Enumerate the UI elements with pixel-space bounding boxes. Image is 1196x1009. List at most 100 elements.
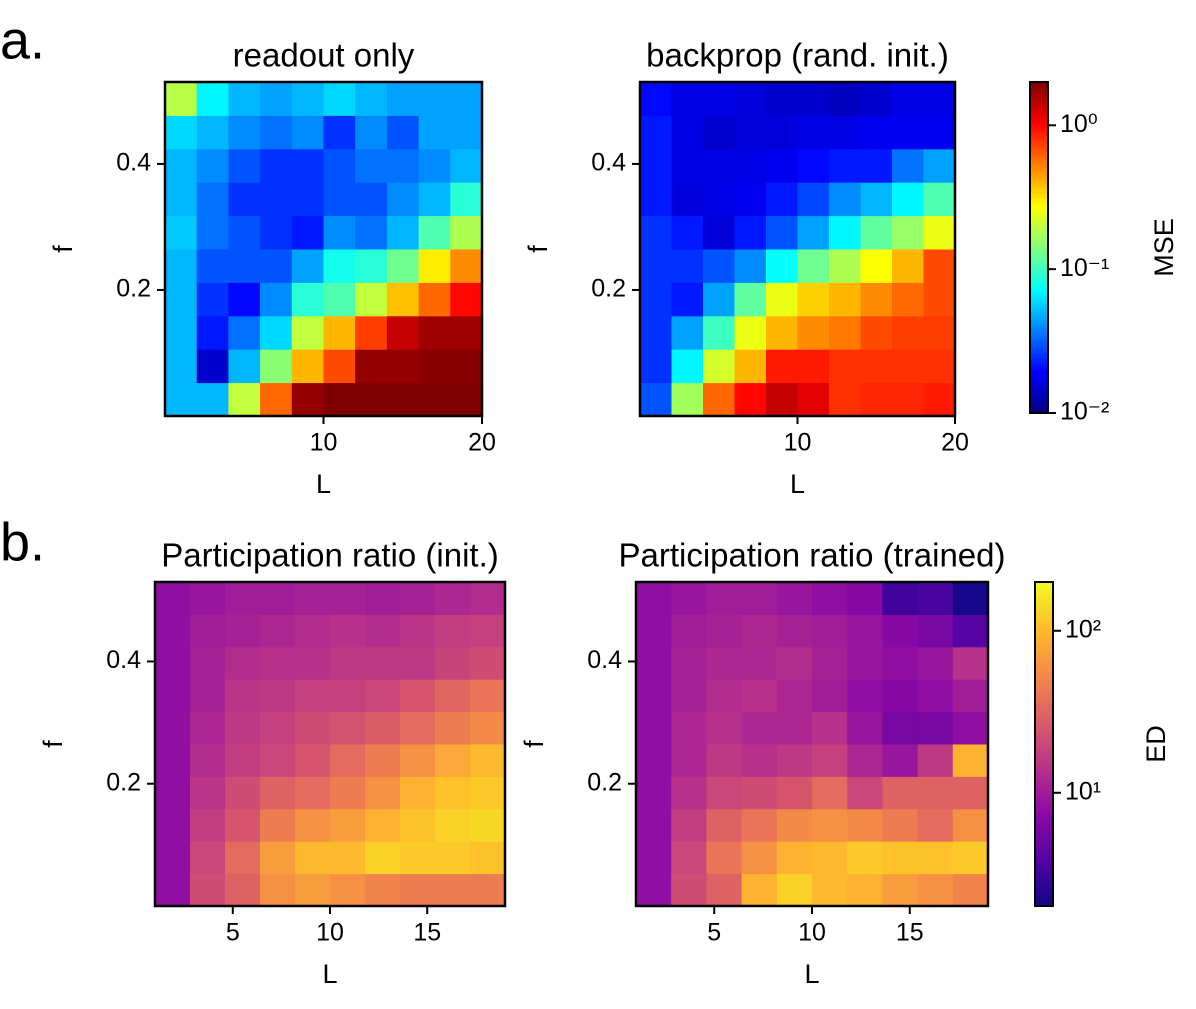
colorbar-segment	[1030, 288, 1048, 293]
colorbar-segment	[1035, 873, 1053, 877]
heatmap-cell	[470, 711, 506, 745]
heatmap-cell	[636, 808, 672, 842]
heatmap-cell	[295, 614, 331, 648]
colorbar-segment	[1035, 598, 1053, 602]
y-tick-label: 0.2	[587, 768, 622, 796]
heatmap-cell	[892, 349, 924, 384]
colorbar-segment	[1030, 269, 1048, 273]
heatmap-cell	[355, 115, 388, 150]
colorbar-segment	[1030, 186, 1048, 191]
heatmap-cell	[952, 711, 989, 745]
colorbar-segment	[1035, 708, 1053, 713]
colorbar-segment	[1035, 711, 1053, 715]
colorbar-segment	[1030, 341, 1048, 345]
heatmap-cell	[636, 841, 672, 875]
colorbar-segment	[1035, 825, 1053, 829]
colorbar-segment	[1030, 153, 1048, 158]
heatmap-cell	[952, 582, 989, 615]
y-axis-label: f	[519, 740, 549, 748]
colorbar-segment	[1035, 881, 1053, 885]
heatmap-cell	[797, 349, 830, 384]
heatmap-cell	[400, 873, 436, 907]
heatmap-cell	[418, 115, 451, 150]
heatmap-cell	[196, 148, 229, 183]
heatmap-cell	[829, 182, 861, 217]
heatmap-cell	[450, 82, 483, 116]
colorbar-segment	[1030, 128, 1048, 133]
heatmap-cell	[196, 382, 229, 417]
heatmap-cell	[829, 215, 861, 250]
colorbar-segment	[1035, 822, 1053, 826]
colorbar-segment	[1030, 134, 1048, 138]
heatmap-cell	[260, 182, 293, 217]
heatmap-cell	[636, 744, 672, 777]
colorbar-tick-label: 10⁻¹	[1060, 254, 1109, 282]
heatmap-cell	[892, 215, 924, 250]
colorbar-segment	[1035, 816, 1053, 821]
colorbar-segment	[1030, 333, 1048, 337]
heatmap-cell	[323, 182, 356, 217]
heatmap-cell	[741, 679, 778, 713]
heatmap-cell	[636, 614, 672, 648]
colorbar-segment	[1035, 771, 1053, 775]
colorbar-segment	[1030, 360, 1048, 364]
heatmap-cell	[165, 282, 198, 317]
colorbar-segment	[1035, 706, 1053, 710]
heatmap-cell	[829, 349, 861, 384]
colorbar-segment	[1030, 352, 1048, 356]
x-tick-label: 10	[316, 919, 344, 947]
heatmap-cell	[470, 744, 506, 777]
colorbar-segment	[1035, 792, 1053, 796]
heatmap-cell	[470, 776, 506, 810]
colorbar-segment	[1035, 681, 1053, 686]
heatmap-cell	[470, 873, 506, 907]
heatmap-cell	[418, 249, 451, 283]
y-tick-label: 0.2	[106, 768, 141, 796]
colorbar-segment	[1035, 903, 1053, 907]
colorbar-segment	[1035, 590, 1053, 594]
colorbar-segment	[1030, 90, 1048, 94]
colorbar-segment	[1035, 876, 1053, 880]
heatmap-cell	[365, 582, 401, 615]
heatmap-cell	[847, 582, 883, 615]
colorbar-segment	[1030, 164, 1048, 169]
heatmap-cell	[450, 182, 483, 217]
colorbar-segment	[1035, 765, 1053, 769]
heatmap-cell	[923, 282, 956, 317]
heatmap-cell	[228, 148, 261, 183]
colorbar-segment	[1035, 892, 1053, 896]
heatmap-cell	[847, 873, 883, 907]
y-tick-label: 0.2	[591, 275, 626, 303]
colorbar-segment	[1030, 275, 1048, 279]
colorbar-segment	[1030, 131, 1048, 136]
colorbar-segment	[1030, 286, 1048, 290]
heatmap-cell	[776, 614, 813, 648]
heatmap-cell	[330, 841, 366, 875]
heatmap-cell	[882, 808, 919, 842]
colorbar-segment	[1035, 741, 1053, 745]
heatmap-cell	[797, 315, 830, 350]
heatmap-cell	[917, 646, 954, 680]
colorbar-segment	[1035, 638, 1053, 642]
colorbar-segment	[1030, 371, 1048, 375]
heatmap-cell	[295, 808, 331, 842]
colorbar-segment	[1030, 112, 1048, 116]
colorbar-segment	[1030, 346, 1048, 351]
heatmap-cell	[418, 315, 451, 350]
colorbar-segment	[1030, 150, 1048, 155]
heatmap-cell	[640, 82, 672, 116]
colorbar-segment	[1030, 200, 1048, 204]
heatmap-cell	[636, 711, 672, 745]
heatmap-cell	[330, 646, 366, 680]
heatmap-cell	[355, 182, 388, 217]
heatmap-cell	[291, 249, 324, 283]
heatmap-cell	[882, 776, 919, 810]
colorbar-segment	[1030, 305, 1048, 309]
heatmap-cell	[703, 148, 735, 183]
colorbar-frame	[1029, 81, 1049, 414]
colorbar-segment	[1035, 592, 1053, 597]
heatmap-cell	[355, 282, 388, 317]
heatmap-cell	[260, 646, 296, 680]
heatmap-cell	[295, 646, 331, 680]
heatmap-cell	[400, 614, 436, 648]
